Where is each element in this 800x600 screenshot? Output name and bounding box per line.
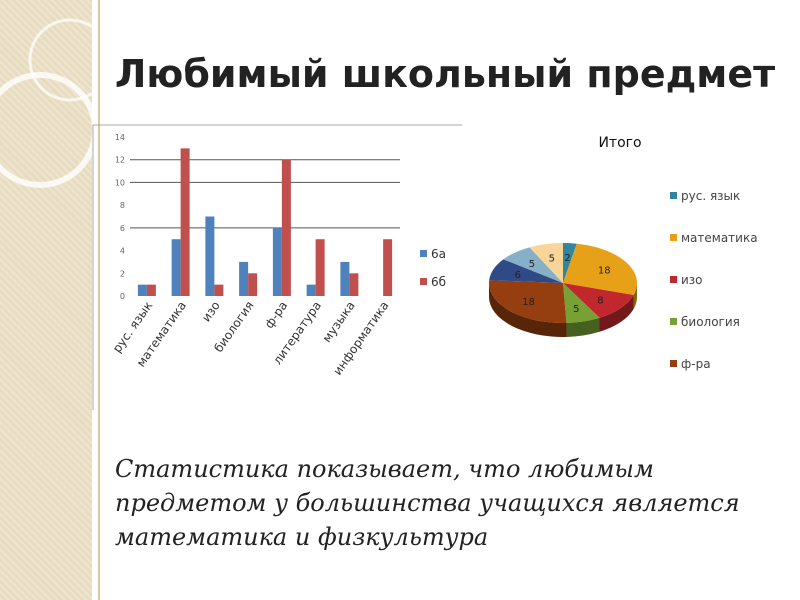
bar-6а bbox=[205, 216, 215, 296]
bar-6а bbox=[137, 284, 147, 296]
bar-6б bbox=[383, 239, 393, 296]
bar-6б bbox=[315, 239, 325, 296]
bar-6б bbox=[146, 284, 156, 296]
pie-slice-0 bbox=[563, 243, 577, 283]
y-tick-label: 4 bbox=[120, 247, 125, 256]
caption-text: Статистика показывает, что любимым предм… bbox=[115, 455, 740, 551]
pie-title: Итого bbox=[598, 135, 641, 151]
legend-label: 6а bbox=[431, 247, 446, 261]
bar-6б bbox=[349, 273, 359, 296]
pie-slice-6 bbox=[503, 247, 563, 283]
divider bbox=[98, 0, 100, 600]
pie-slice-4 bbox=[489, 280, 567, 323]
pie-side bbox=[566, 317, 600, 337]
legend-label: 6б bbox=[431, 275, 446, 289]
pie-data-label: 2 bbox=[564, 253, 570, 264]
bar-6а bbox=[239, 261, 249, 296]
pie-data-label: 5 bbox=[573, 304, 579, 315]
pie-data-label: 18 bbox=[522, 297, 535, 308]
bar-6б bbox=[180, 148, 190, 296]
pie-data-label: 8 bbox=[597, 295, 603, 306]
legend-label: ф-ра bbox=[681, 357, 711, 371]
pie-side bbox=[633, 283, 637, 310]
bar-6б bbox=[248, 273, 258, 296]
pie-slice-7 bbox=[529, 243, 563, 283]
pie-data-label: 6 bbox=[515, 270, 521, 281]
bar-6а bbox=[340, 261, 350, 296]
page-title: Любимый школьный предмет bbox=[114, 52, 776, 96]
y-tick-label: 12 bbox=[115, 156, 125, 165]
bar-6а bbox=[272, 227, 282, 296]
pie-slice-2 bbox=[563, 283, 634, 318]
chart-border bbox=[92, 124, 462, 410]
pie-data-label: 5 bbox=[549, 254, 555, 265]
bar-6а bbox=[306, 284, 316, 296]
y-tick-label: 6 bbox=[120, 224, 125, 233]
pie-data-label: 5 bbox=[529, 259, 535, 270]
legend-label: изо bbox=[681, 273, 703, 287]
y-tick-label: 2 bbox=[120, 269, 125, 278]
y-tick-label: 0 bbox=[120, 292, 125, 301]
legend-label: рус. язык bbox=[681, 189, 740, 203]
pie-slice-5 bbox=[489, 259, 563, 283]
legend-swatch bbox=[420, 278, 427, 285]
pie-data-label: 18 bbox=[598, 266, 611, 277]
pie-side bbox=[489, 283, 567, 337]
y-tick-label: 8 bbox=[120, 201, 125, 210]
decorative-circles bbox=[0, 18, 92, 188]
legend-swatch bbox=[670, 192, 677, 199]
legend-swatch bbox=[420, 250, 427, 257]
y-tick-label: 10 bbox=[115, 178, 125, 187]
pie-side bbox=[599, 295, 634, 332]
bar-6а bbox=[171, 239, 181, 296]
bar-6б bbox=[214, 284, 224, 296]
bar-6б bbox=[281, 159, 291, 296]
legend-swatch bbox=[670, 360, 677, 367]
legend-label: математика bbox=[681, 231, 758, 245]
pie-slice-1 bbox=[563, 243, 638, 296]
legend-swatch bbox=[670, 318, 677, 325]
y-tick-label: 14 bbox=[115, 133, 125, 142]
legend-swatch bbox=[670, 234, 677, 241]
pie-slice-3 bbox=[563, 283, 600, 323]
legend-label: биология bbox=[681, 315, 740, 329]
legend-swatch bbox=[670, 276, 677, 283]
